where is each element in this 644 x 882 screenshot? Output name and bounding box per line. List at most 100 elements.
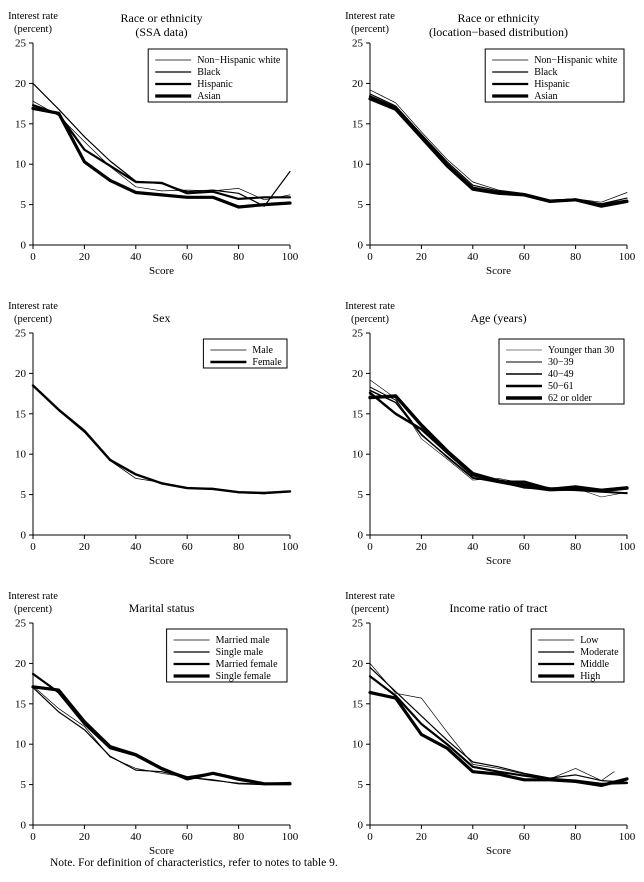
x-tick-label: 20 xyxy=(416,831,428,843)
y-axis-label-line1: Interest rate xyxy=(345,11,395,22)
chart-title: Income ratio of tract xyxy=(449,601,548,615)
legend-label-moderate: Moderate xyxy=(580,647,619,658)
x-tick-label: 40 xyxy=(467,251,479,263)
y-tick-label: 5 xyxy=(358,199,364,211)
y-axis-label-line2: (percent) xyxy=(351,24,389,35)
x-axis-label: Score xyxy=(149,265,174,277)
legend-box xyxy=(484,48,625,103)
y-tick-label: 0 xyxy=(358,240,364,252)
x-tick-label: 40 xyxy=(130,251,142,263)
series-line-high xyxy=(368,690,629,787)
x-tick-label: 0 xyxy=(30,831,36,843)
legend-label-hispanic: Hispanic xyxy=(197,79,233,90)
y-tick-label: 10 xyxy=(352,449,364,461)
legend-label-low: Low xyxy=(580,635,599,646)
x-axis-label: Score xyxy=(486,845,511,857)
series-line-black xyxy=(369,93,628,205)
x-tick-label: 60 xyxy=(519,831,531,843)
x-tick-label: 40 xyxy=(467,541,479,553)
legend-box xyxy=(498,338,625,405)
legend-label-asian: Asian xyxy=(197,91,220,102)
series-line-non-hispanic-white xyxy=(32,100,291,201)
y-axis-label-line2: (percent) xyxy=(351,314,389,325)
series-line-single-female xyxy=(31,685,292,786)
chart-canvas: Interest rate (percent) Marital status 0 5 10… xyxy=(8,591,299,857)
chart-title: Race or ethnicity xyxy=(458,11,540,25)
chart-title: Sex xyxy=(153,311,171,325)
y-tick-label: 0 xyxy=(358,820,364,832)
x-tick-label: 80 xyxy=(570,251,582,263)
series-line-asian xyxy=(31,106,292,209)
y-tick-label: 15 xyxy=(352,698,364,710)
legend-label-married-female: Married female xyxy=(216,659,278,670)
y-tick-label: 5 xyxy=(21,199,27,211)
legend-box xyxy=(166,628,288,683)
y-axis-label-line1: Interest rate xyxy=(345,301,395,312)
y-tick-label: 10 xyxy=(15,449,27,461)
y-tick-label: 25 xyxy=(15,618,27,630)
x-tick-label: 100 xyxy=(282,541,299,553)
x-tick-label: 20 xyxy=(79,831,91,843)
y-tick-label: 5 xyxy=(358,779,364,791)
x-axis-label: Score xyxy=(486,555,511,567)
y-tick-label: 15 xyxy=(15,118,27,130)
legend-label-younger-than-30: Younger than 30 xyxy=(548,345,614,356)
x-tick-label: 100 xyxy=(282,831,299,843)
y-tick-label: 15 xyxy=(15,698,27,710)
legend-label-30-39: 30−39 xyxy=(548,357,574,368)
y-tick-label: 20 xyxy=(352,368,364,380)
y-axis-label-line1: Interest rate xyxy=(8,591,58,602)
legend-label-single-male: Single male xyxy=(216,647,264,658)
chart-subtitle: (location−based distribution) xyxy=(429,25,568,39)
legend-label-non-hispanic-white: Non−Hispanic white xyxy=(197,55,281,66)
x-tick-label: 0 xyxy=(30,541,36,553)
x-tick-label: 20 xyxy=(416,251,428,263)
y-axis-label-line2: (percent) xyxy=(14,24,52,35)
y-tick-label: 5 xyxy=(358,489,364,501)
x-tick-label: 80 xyxy=(233,251,245,263)
series-line-asian xyxy=(368,97,629,208)
legend-label-black: Black xyxy=(197,67,220,78)
x-tick-label: 80 xyxy=(570,541,582,553)
y-tick-label: 20 xyxy=(352,658,364,670)
x-tick-label: 20 xyxy=(416,541,428,553)
legend-label-male: Male xyxy=(252,345,273,356)
x-tick-label: 100 xyxy=(619,831,636,843)
y-axis-label-line2: (percent) xyxy=(14,604,52,615)
x-tick-label: 40 xyxy=(130,831,142,843)
y-tick-label: 10 xyxy=(15,159,27,171)
y-axis-label-line2: (percent) xyxy=(14,314,52,325)
y-axis-label-line1: Interest rate xyxy=(345,591,395,602)
chart-income-ratio: Interest rate (percent) Income ratio of tr… xyxy=(322,580,644,870)
series-line-62-or-older xyxy=(368,394,629,493)
y-tick-label: 25 xyxy=(15,38,27,50)
y-tick-label: 25 xyxy=(15,328,27,340)
y-tick-label: 10 xyxy=(352,739,364,751)
x-tick-label: 20 xyxy=(79,541,91,553)
figure-note: Note. For definition of characteristics,… xyxy=(50,857,338,869)
chart-title: Marital status xyxy=(129,601,195,615)
x-tick-label: 0 xyxy=(367,831,373,843)
legend-label-non-hispanic-white: Non−Hispanic white xyxy=(534,55,618,66)
y-tick-label: 25 xyxy=(352,618,364,630)
chart-marital-status: Interest rate (percent) Marital status 0 5 10… xyxy=(0,580,322,870)
y-axis-label-line1: Interest rate xyxy=(8,301,58,312)
x-tick-label: 40 xyxy=(467,831,479,843)
series-line-50-61 xyxy=(368,391,629,492)
legend-label-50-61: 50−61 xyxy=(548,381,574,392)
series-line-low xyxy=(369,663,615,781)
x-tick-label: 0 xyxy=(30,251,36,263)
legend-label-40-49: 40−49 xyxy=(548,369,574,380)
legend-label-asian: Asian xyxy=(534,91,557,102)
series-line-male xyxy=(32,385,291,495)
y-tick-label: 5 xyxy=(21,779,27,791)
chart-race-ssa: Interest rate (percent) Race or ethnicity(… xyxy=(0,0,322,290)
x-tick-label: 0 xyxy=(367,251,373,263)
series-line-hispanic xyxy=(368,95,629,206)
y-tick-label: 15 xyxy=(352,118,364,130)
y-tick-label: 25 xyxy=(352,38,364,50)
x-tick-label: 100 xyxy=(619,541,636,553)
x-tick-label: 100 xyxy=(282,251,299,263)
legend-label-middle: Middle xyxy=(580,659,609,670)
